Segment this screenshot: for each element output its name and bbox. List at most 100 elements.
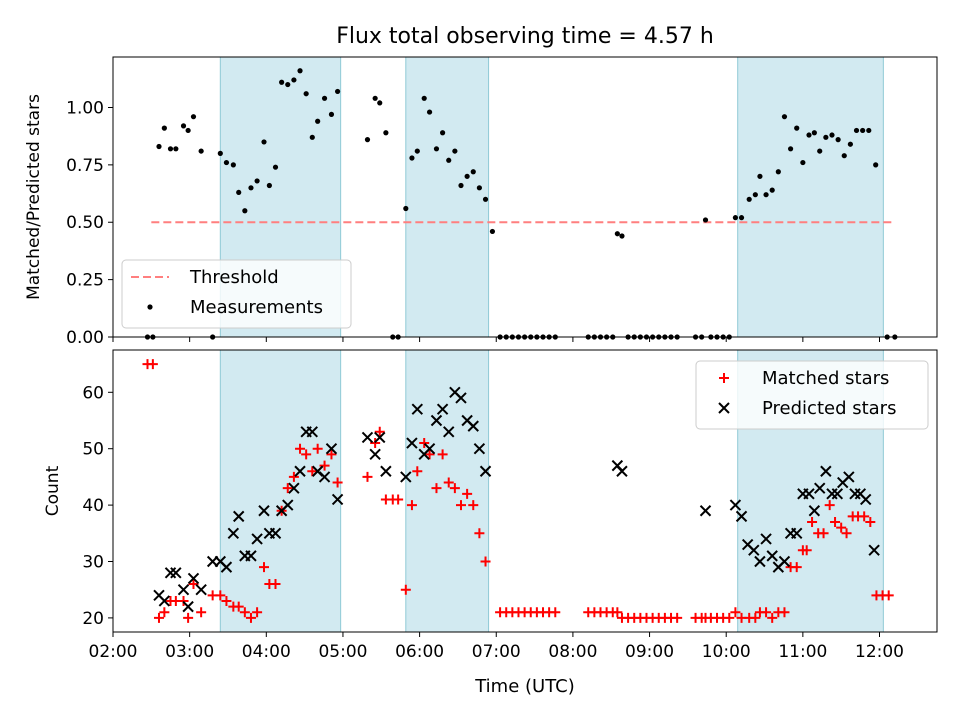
matched-stars-point (412, 466, 423, 477)
legend-predicted-swatch (718, 402, 730, 414)
predicted-stars-point (294, 465, 306, 477)
x-axis-label: Time (UTC) (474, 676, 575, 697)
panel-counts: 20 30 40 50 60 02:00 03:00 04:00 05:00 06:00 07:00… (43, 349, 938, 662)
observing-window-band (219, 349, 342, 633)
measurement-point (873, 162, 879, 168)
measurement-point (835, 137, 841, 143)
measurement-point (254, 178, 260, 184)
matched-stars-point (282, 483, 293, 494)
measurement-point (272, 164, 279, 170)
predicted-stars-point (158, 595, 171, 607)
predicted-stars-point (729, 499, 742, 511)
measurement-point (757, 173, 763, 179)
matched-stars-point (196, 607, 207, 618)
measurement-point (829, 132, 835, 138)
measurement-point (464, 173, 470, 179)
matched-stars-point (215, 590, 226, 601)
predicted-stars-point (233, 510, 245, 523)
measurement-point (156, 143, 162, 150)
predicted-stars-point (400, 471, 412, 483)
measurement-point (414, 148, 420, 154)
predicted-stars-point (182, 600, 194, 613)
predicted-stars-point (436, 403, 449, 415)
matched-stars-point (332, 477, 343, 488)
measurement-point (364, 137, 371, 143)
measurement-point (860, 127, 866, 134)
measurement-point (377, 100, 383, 106)
matched-stars-point (159, 607, 170, 618)
predicted-stars-point (170, 567, 182, 579)
x-tick-label: 09:00 (625, 642, 674, 662)
x-tick-label: 07:00 (472, 642, 521, 662)
measurement-point (806, 132, 812, 138)
measurement-point (279, 79, 285, 85)
predicted-stars-point (760, 533, 772, 545)
matched-stars-point (779, 607, 790, 618)
predicted-stars-point (735, 510, 748, 523)
matched-stars-point (474, 528, 485, 539)
measurement-point (161, 125, 167, 131)
predicted-stars-point (306, 426, 319, 438)
matched-stars-point (824, 500, 835, 511)
predicted-stars-point (187, 572, 200, 585)
measurement-point (452, 148, 458, 154)
matched-stars-point (288, 471, 299, 482)
measurement-point (482, 196, 489, 202)
matched-stars-point (761, 607, 772, 618)
matched-stars-point (724, 612, 735, 623)
measurement-point (315, 118, 321, 124)
x-tick-label: 02:00 (89, 642, 138, 662)
measurement-point (426, 109, 433, 115)
measurement-point (847, 141, 853, 147)
predicted-stars-point (380, 465, 392, 477)
y-tick-label: 30 (82, 553, 104, 573)
measurement-point (403, 205, 409, 212)
matched-stars-point (672, 612, 683, 623)
predicted-stars-point (473, 442, 486, 455)
measurement-point (185, 127, 191, 134)
matched-stars-point (362, 471, 373, 482)
x-tick-label: 04:00 (242, 642, 291, 662)
measurement-point (702, 217, 709, 223)
matched-stars-point (550, 607, 561, 618)
measurement-point (334, 88, 341, 95)
measurement-point (732, 215, 739, 221)
measurement-point (409, 155, 415, 161)
predicted-stars-point (831, 488, 844, 500)
matched-stars-point (374, 426, 385, 437)
measurement-point (440, 130, 446, 136)
matched-stars-point (400, 584, 411, 595)
measurement-point (470, 169, 476, 175)
matched-stars-point (221, 595, 232, 606)
matched-stars-point (301, 449, 312, 460)
matched-stars-point (443, 477, 454, 488)
matched-stars-point (801, 545, 812, 556)
matched-stars-point (153, 612, 164, 623)
predicted-stars-point (423, 442, 436, 455)
y-tick-label: 60 (82, 383, 104, 403)
measurement-point (800, 159, 806, 166)
predicted-stars-point (245, 550, 257, 562)
matched-stars-point (818, 528, 829, 539)
predicted-stars-point (766, 550, 778, 562)
measurement-point (866, 127, 872, 134)
measurement-point (180, 123, 187, 129)
measurement-point (190, 114, 197, 120)
matched-stars-point (883, 590, 894, 601)
matched-stars-point (393, 494, 404, 505)
predicted-stars-point (177, 583, 190, 596)
predicted-stars-point (754, 555, 766, 568)
measurement-point (775, 169, 781, 175)
x-tick-label: 11:00 (778, 642, 827, 662)
predicted-stars-point (455, 392, 467, 404)
x-tick-label: 05:00 (318, 642, 367, 662)
observing-window-band (405, 349, 490, 633)
legend-label: Threshold (189, 267, 279, 288)
legend-label: Matched stars (762, 368, 889, 389)
measurement-point (266, 182, 272, 189)
predicted-stars-point (369, 448, 381, 461)
matched-stars-point (270, 579, 281, 590)
predicted-stars-point (479, 465, 492, 477)
predicted-stars-point (318, 471, 331, 483)
matched-stars-point (326, 449, 337, 460)
